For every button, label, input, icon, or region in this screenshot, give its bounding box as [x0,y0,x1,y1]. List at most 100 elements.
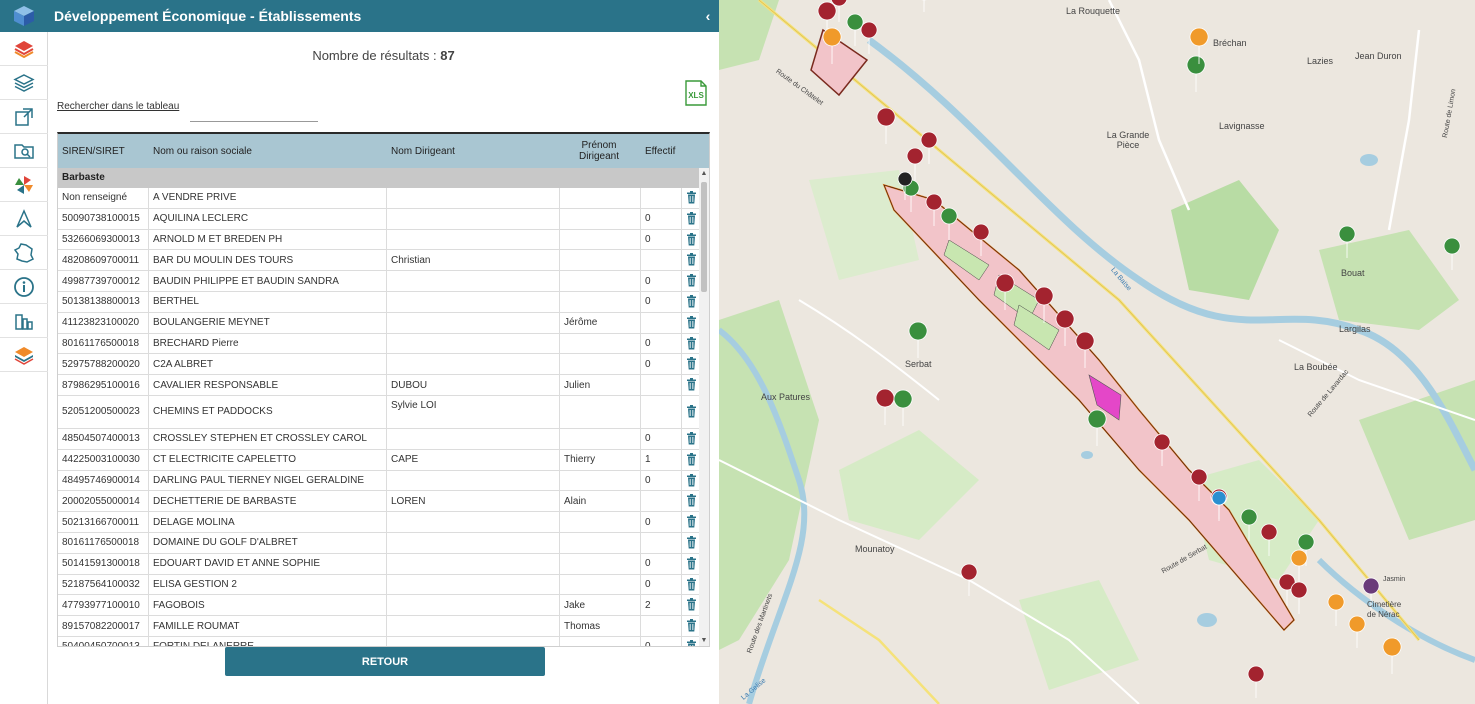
layers-icon[interactable] [0,66,48,100]
trash-icon[interactable] [686,191,697,204]
cell-effectif: 0 [641,636,682,646]
trash-icon[interactable] [686,211,697,225]
table-row[interactable]: 80161176500018 DOMAINE DU GOLF D'ALBRET [58,532,709,554]
map-label: Serbat [905,359,932,369]
table-row[interactable]: 50141591300018 EDOUART DAVID ET ANNE SOPH… [58,553,709,575]
col-dir-nom-header[interactable]: Nom Dirigeant [391,145,455,157]
xls-export-icon[interactable]: XLS [684,80,708,106]
cell-dir-prenom: Jérôme [560,312,641,333]
cell-siret: 50400450700013 [58,636,149,646]
table-row[interactable]: 41123823100020 BOULANGERIE MEYNET Jérôme [58,312,709,334]
measure-icon[interactable] [0,202,48,236]
col-dir-prenom-header[interactable]: Prénom Dirigeant [578,140,620,162]
map-view[interactable]: La Rouquette Bréchan Lazies Jean Duron R… [719,0,1475,704]
cell-dir-nom [387,428,560,449]
table-search-input[interactable] [190,112,318,122]
cell-name: CROSSLEY STEPHEN ET CROSSLEY CAROL [149,428,387,449]
table-row[interactable]: 52187564100032 ELISA GESTION 2 0 [58,574,709,596]
table-row[interactable]: 50213166700011 DELAGE MOLINA 0 [58,512,709,533]
trash-icon[interactable] [686,336,697,350]
trash-icon[interactable] [686,598,697,611]
app-logo-icon[interactable] [0,0,48,32]
trash-icon[interactable] [686,619,697,632]
trash-icon[interactable] [686,452,697,466]
map-canvas[interactable] [719,0,1475,704]
table-row[interactable]: 80161176500018 BRECHARD Pierre 0 [58,333,709,355]
scroll-down-icon[interactable]: ▼ [700,637,708,644]
cell-name: FORTIN DELANERRE [149,636,387,646]
trash-icon[interactable] [686,274,697,287]
cell-effectif: 0 [641,574,682,595]
trash-icon[interactable] [686,535,697,549]
table-row[interactable]: 52975788200020 C2A ALBRET 0 [58,354,709,376]
cell-dir-nom [387,354,560,375]
table-row[interactable]: 20002055000014 DECHETTERIE DE BARBASTE LOR… [58,491,709,513]
cell-dir-prenom [560,574,641,595]
scrollbar-thumb[interactable] [701,182,707,292]
results-table: SIREN/SIRET Nom ou raison sociale Nom Di… [57,132,710,647]
scroll-up-icon[interactable]: ▲ [700,170,708,177]
trash-icon[interactable] [686,473,697,487]
trash-icon[interactable] [686,294,697,308]
col-siret-header[interactable]: SIREN/SIRET [62,145,125,157]
cell-dir-nom [387,208,560,229]
table-row[interactable]: 47793977100010 FAGOBOIS Jake 2 [58,595,709,617]
table-row[interactable]: 48495746900014 DARLING PAUL TIERNEY NIGEL… [58,470,709,492]
table-row[interactable]: 44225003100030 CT ELECTRICITE CAPELETTO CA… [58,449,709,471]
layers-stack-icon[interactable] [0,32,48,66]
map-search-icon[interactable] [0,134,48,168]
cell-siret: 50141591300018 [58,553,149,574]
table-row[interactable]: 52051200500023 CHEMINS ET PADDOCKS Sylvie … [58,395,709,429]
trash-icon[interactable] [686,556,697,570]
building-stats-icon[interactable] [0,304,48,338]
puzzle-icon[interactable] [0,168,48,202]
trash-icon[interactable] [686,494,697,507]
export-map-icon[interactable] [0,100,48,134]
cell-dir-nom: DUBOU [387,375,560,395]
trash-icon[interactable] [686,639,697,646]
cell-effectif: 0 [641,354,682,375]
cell-dir-nom: Christian [387,250,560,271]
cell-siret: 52051200500023 [58,395,149,428]
table-row[interactable]: 53266069300013 ARNOLD M ET BREDEN PH 0 [58,229,709,251]
cell-siret: 50213166700011 [58,512,149,532]
col-effectif-header[interactable]: Effectif [645,145,676,157]
trash-icon[interactable] [686,253,697,266]
table-row[interactable]: 50400450700013 FORTIN DELANERRE 0 [58,636,709,646]
cell-name: BERTHEL [149,291,387,312]
cell-siret: 80161176500018 [58,333,149,354]
map-label: Mounatoy [855,544,895,554]
cell-effectif: 0 [641,208,682,229]
table-row[interactable]: 48208609700011 BAR DU MOULIN DES TOURS Chr… [58,250,709,272]
cell-siret: 44225003100030 [58,449,149,470]
table-row[interactable]: 48504507400013 CROSSLEY STEPHEN ET CROSSL… [58,428,709,450]
table-row[interactable]: 89157082200017 FAMILLE ROUMAT Thomas [58,616,709,637]
retour-button[interactable]: RETOUR [225,647,545,676]
table-row[interactable]: 87986295100016 CAVALIER RESPONSABLE DUBOU J… [58,375,709,396]
trash-icon[interactable] [686,378,697,391]
trash-icon[interactable] [686,515,697,528]
trash-icon[interactable] [686,357,697,370]
trash-icon[interactable] [686,404,697,418]
trash-icon[interactable] [686,577,697,591]
info-icon[interactable] [0,270,48,304]
cell-dir-prenom [560,532,641,553]
trash-icon[interactable] [686,315,697,329]
table-row[interactable]: Non renseigné A VENDRE PRIVE [58,188,709,209]
cell-siret: 48495746900014 [58,470,149,491]
cell-name: BOULANGERIE MEYNET [149,312,387,333]
france-map-icon[interactable] [0,236,48,270]
trash-icon[interactable] [686,431,697,445]
chevron-left-icon[interactable]: ‹ [705,8,711,24]
trash-icon[interactable] [686,232,697,246]
table-scrollbar[interactable]: ▲ ▼ [699,168,709,646]
table-row[interactable]: 50138138800013 BERTHEL 0 [58,291,709,313]
cell-dir-prenom [560,208,641,229]
table-row[interactable]: 49987739700012 BAUDIN PHILIPPE ET BAUDIN … [58,271,709,292]
cell-dir-prenom [560,271,641,291]
cell-dir-nom [387,291,560,312]
layers-color-icon[interactable] [0,338,48,372]
cell-siret: 50138138800013 [58,291,149,312]
col-name-header[interactable]: Nom ou raison sociale [153,145,252,157]
table-row[interactable]: 50090738100015 AQUILINA LECLERC 0 [58,208,709,230]
